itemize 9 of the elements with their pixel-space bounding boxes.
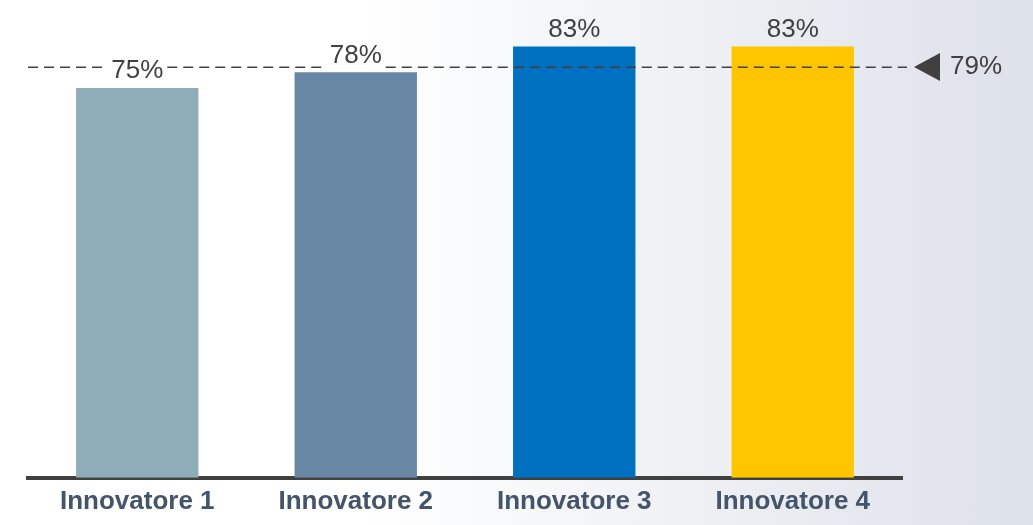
data-label: 78%: [329, 38, 382, 69]
x-tick-label: Innovatore 4: [715, 484, 871, 515]
x-tick-label: Innovatore 2: [278, 484, 434, 515]
data-label: 83%: [548, 12, 601, 43]
data-label: 83%: [766, 12, 819, 43]
ref-line-label: 79%: [950, 50, 1003, 81]
data-label: 75%: [111, 54, 164, 85]
x-tick-label: Innovatore 3: [496, 484, 652, 515]
x-tick-label: Innovatore 1: [59, 484, 215, 515]
